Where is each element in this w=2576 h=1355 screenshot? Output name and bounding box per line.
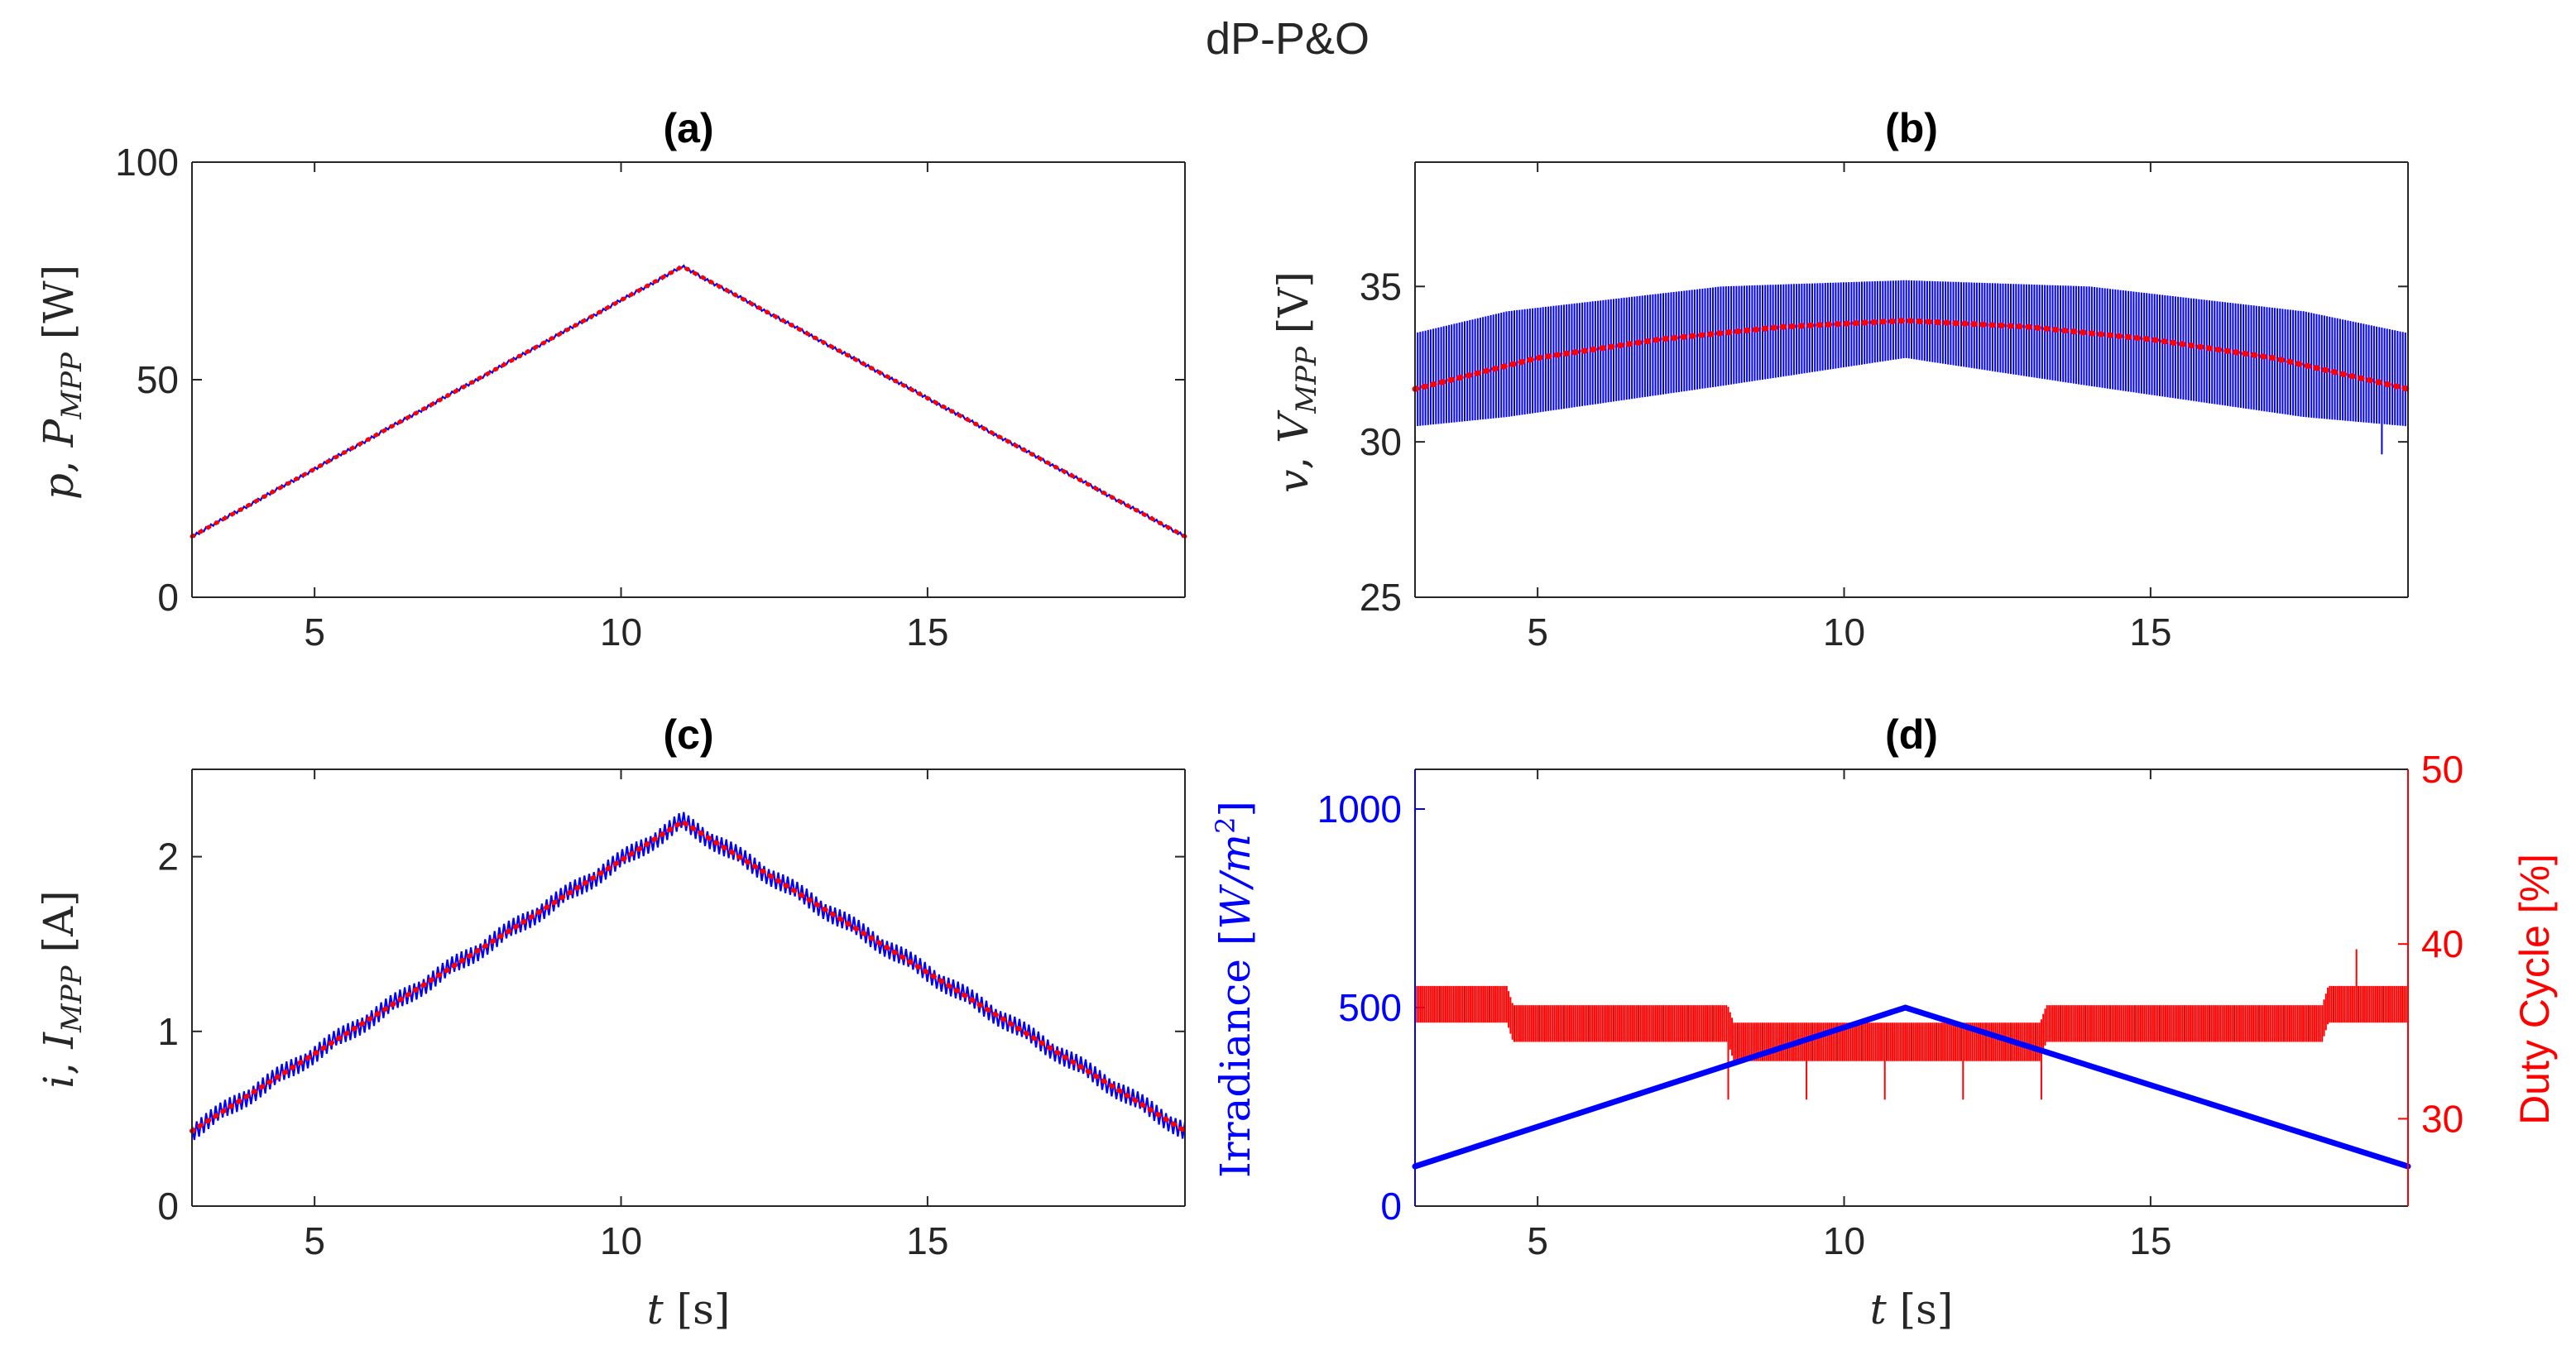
panel-a-xtick-label: 10 — [600, 610, 642, 654]
panel-a-xtick-label: 15 — [906, 610, 948, 654]
panel-d-ylabel-right: Duty Cycle [%] — [2511, 854, 2558, 1125]
panel-b-title: (b) — [1885, 105, 1938, 151]
panel-c-plot: 5 10 15 0 1 2 — [157, 768, 1187, 1262]
panel-a-ytick-label: 0 — [157, 576, 179, 619]
panel-d-ytick-right-label: 40 — [2421, 922, 2463, 965]
panel-d-ylabel-left: Irradiance [W/m2] — [1210, 801, 1259, 1178]
panel-c-ylabel: i, IMPP [A] — [35, 890, 89, 1088]
panel-b-series-v — [1414, 280, 2409, 455]
figure-title: dP-P&O — [1206, 14, 1370, 64]
panel-b-series-vmpp — [1412, 318, 2411, 392]
panel-c-title: (c) — [663, 711, 713, 758]
panel-b-ytick-label: 35 — [1360, 265, 1402, 308]
panel-b-plot: 5 10 15 25 30 35 — [1360, 161, 2411, 654]
panel-a-title: (a) — [663, 105, 713, 151]
panel-b-xtick-label: 10 — [1823, 610, 1865, 654]
panel-c: (c) 5 10 15 0 1 2 i, IMPP [A] t [s] — [35, 711, 1187, 1333]
panel-d-ytick-label: 1000 — [1317, 788, 1402, 831]
panel-a-series-p — [191, 264, 1186, 539]
panel-b-ylabel: v, VMPP [V] — [1269, 271, 1323, 493]
panel-b-xtick-label: 15 — [2129, 610, 2171, 654]
panel-d-series-irradiance — [1412, 1004, 2411, 1170]
panel-d-ytick-right-label: 50 — [2421, 748, 2463, 791]
panel-b-ytick-label: 25 — [1360, 576, 1402, 619]
panel-a-series-pmpp — [189, 264, 1187, 539]
panel-c-ytick-label: 2 — [157, 836, 179, 879]
panel-d-ytick-label: 500 — [1338, 986, 1402, 1029]
panel-c-xtick-label: 5 — [304, 1219, 325, 1262]
panel-a-ytick-label: 50 — [137, 358, 179, 401]
panel-b-xtick-label: 5 — [1527, 610, 1548, 654]
panel-d-xtick-label: 10 — [1823, 1219, 1865, 1262]
panel-c-series-i — [190, 812, 1187, 1141]
panel-a-ytick-label: 100 — [115, 141, 179, 184]
panel-a-plot: 5 10 15 0 50 100 — [115, 141, 1187, 654]
panel-d-xlabel: t [s] — [1870, 1286, 1954, 1333]
panel-c-series-impp — [189, 818, 1187, 1134]
panel-d: (d) 5 10 15 0 500 1000 30 40 50 Irradiance [W/m2… — [1210, 711, 2558, 1333]
panel-c-xtick-label: 10 — [600, 1219, 642, 1262]
panel-b-ytick-label: 30 — [1360, 420, 1402, 463]
panel-b: (b) 5 10 15 25 30 35 v, VMPP [V] — [1269, 105, 2411, 654]
panel-c-xlabel: t [s] — [647, 1286, 731, 1333]
panel-a-ylabel: p, PMPP [W] — [35, 265, 89, 500]
panel-d-xtick-label: 5 — [1527, 1219, 1548, 1262]
panel-d-plot: 5 10 15 0 500 1000 30 40 50 — [1317, 748, 2464, 1262]
panel-d-ytick-label: 0 — [1380, 1185, 1402, 1228]
panel-c-xtick-label: 15 — [906, 1219, 948, 1262]
panel-a-xtick-label: 5 — [304, 610, 325, 654]
panel-a: (a) 5 10 15 0 50 100 p, PMPP [W] — [35, 105, 1187, 654]
panel-d-ytick-right-label: 30 — [2421, 1097, 2463, 1140]
panel-d-xtick-label: 15 — [2129, 1219, 2171, 1262]
panel-d-title: (d) — [1885, 711, 1938, 758]
panel-d-series-duty — [1414, 949, 2409, 1100]
panel-c-ytick-label: 1 — [157, 1010, 179, 1053]
panel-c-ytick-label: 0 — [157, 1185, 179, 1228]
